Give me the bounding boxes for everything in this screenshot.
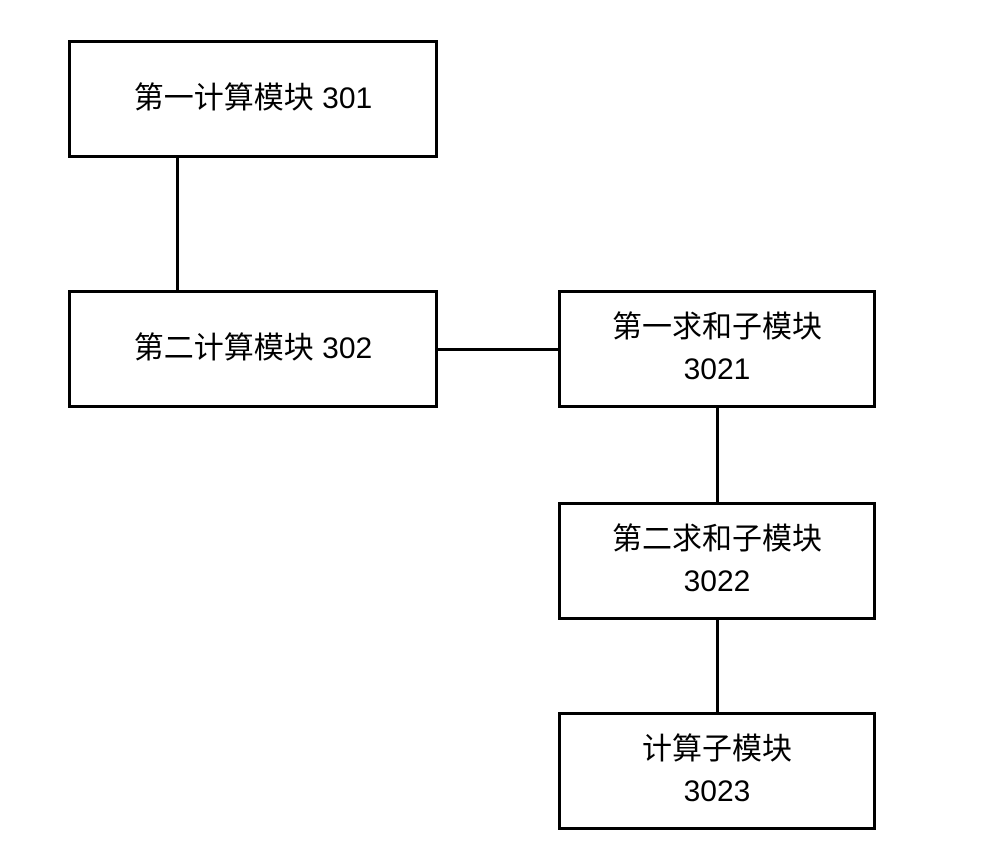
node-label-line2: 3023 <box>684 771 751 813</box>
node-n302: 第二计算模块 302 <box>68 290 438 408</box>
node-label-line1: 计算子模块 <box>642 729 792 771</box>
node-n3021: 第一求和子模块3021 <box>558 290 876 408</box>
edge-e4 <box>716 620 719 712</box>
node-n301: 第一计算模块 301 <box>68 40 438 158</box>
node-label-line2: 3022 <box>684 561 751 603</box>
edge-e2 <box>438 348 558 351</box>
node-n3022: 第二求和子模块3022 <box>558 502 876 620</box>
node-label-line1: 第二计算模块 302 <box>134 328 372 370</box>
edge-e3 <box>716 408 719 502</box>
node-label-line1: 第二求和子模块 <box>612 519 822 561</box>
edge-e1 <box>176 158 179 290</box>
flowchart-diagram: 第一计算模块 301第二计算模块 302第一求和子模块3021第二求和子模块30… <box>0 0 1000 858</box>
node-label-line1: 第一求和子模块 <box>612 307 822 349</box>
node-label-line1: 第一计算模块 301 <box>134 78 372 120</box>
node-label-line2: 3021 <box>684 349 751 391</box>
node-n3023: 计算子模块3023 <box>558 712 876 830</box>
